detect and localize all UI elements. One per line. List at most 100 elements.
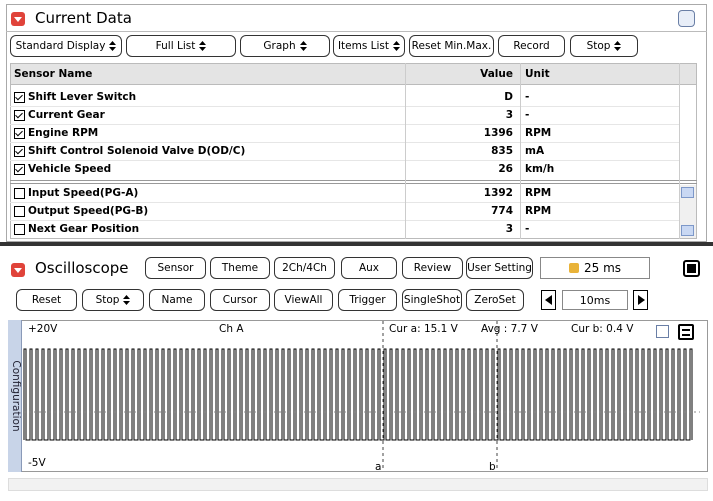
scroll-down[interactable]: [681, 225, 694, 236]
sensor-value-label: 835: [491, 145, 513, 157]
arrow: [545, 295, 552, 305]
toolbar-button[interactable]: Items List: [333, 35, 405, 57]
sensor-unit: RPM: [525, 184, 551, 202]
scope-checkbox[interactable]: [656, 325, 669, 338]
sensor-row[interactable]: Vehicle Speed: [14, 160, 111, 178]
checkbox[interactable]: [14, 205, 25, 217]
sensor-row[interactable]: Next Gear Position: [14, 220, 139, 238]
scope-button-label: 2Ch/4Ch: [282, 262, 327, 274]
toolbar-button[interactable]: Graph: [240, 35, 330, 57]
scope-control[interactable]: Stop: [82, 289, 144, 311]
panel-icon[interactable]: [11, 263, 25, 277]
prev-button[interactable]: [541, 290, 556, 310]
scope-button[interactable]: 2Ch/4Ch: [274, 257, 335, 279]
sensor-name: Next Gear Position: [28, 223, 140, 235]
dropdown-arrows: [199, 41, 207, 51]
sensor-unit-label: mA: [525, 145, 545, 157]
toolbar-button[interactable]: Full List: [126, 35, 236, 57]
y-min-label: -5V: [28, 457, 46, 469]
sensor-value-label: 774: [491, 205, 513, 217]
h-scrollbar[interactable]: [8, 478, 708, 491]
sensor-unit: RPM: [525, 124, 551, 142]
toolbar-button-label: Record: [513, 40, 550, 52]
sensor-value-label: 1392: [483, 187, 513, 199]
sensor-unit-label: -: [525, 91, 530, 103]
waveform: [23, 348, 693, 441]
scope-button[interactable]: User Setting: [466, 257, 533, 279]
column-line: [405, 63, 406, 239]
restore-button[interactable]: [678, 10, 695, 27]
row-line: [10, 142, 679, 143]
toolbar-button-label: Graph: [263, 40, 296, 52]
sensor-unit: mA: [525, 142, 544, 160]
column-header: Value: [405, 65, 513, 83]
scope-control[interactable]: SingleShot: [402, 289, 462, 311]
toolbar-button[interactable]: Standard Display: [10, 35, 122, 57]
side-tab[interactable]: [8, 320, 22, 472]
scope-button[interactable]: Theme: [210, 257, 270, 279]
scope-button-label: User Setting: [467, 262, 532, 274]
sensor-row[interactable]: Shift Control Solenoid Valve D(OD/C): [14, 142, 245, 160]
sensor-row[interactable]: Engine RPM: [14, 124, 98, 142]
checkbox[interactable]: [14, 91, 25, 103]
checkbox[interactable]: [14, 109, 25, 121]
dropdown-arrows: [614, 41, 622, 51]
toolbar-button[interactable]: Reset Min.Max.: [409, 35, 494, 57]
sensor-name: Shift Control Solenoid Valve D(OD/C): [28, 145, 246, 157]
scope-button[interactable]: Review: [402, 257, 463, 279]
divider: [6, 31, 707, 32]
marker-b: b: [489, 461, 496, 473]
checkbox[interactable]: [14, 223, 25, 235]
scope-button[interactable]: Sensor: [145, 257, 206, 279]
checkbox[interactable]: [14, 163, 25, 175]
sensor-unit: -: [525, 220, 529, 238]
scope-control[interactable]: Cursor: [210, 289, 270, 311]
sensor-row[interactable]: Input Speed(PG-A): [14, 184, 138, 202]
sensor-name: Engine RPM: [28, 127, 99, 139]
panel-icon[interactable]: [11, 12, 25, 26]
scope-control[interactable]: ViewAll: [274, 289, 333, 311]
stop-toggle[interactable]: [683, 260, 700, 277]
column-header-label: Value: [480, 68, 513, 80]
current-data-panel: [6, 4, 707, 242]
checkbox[interactable]: [14, 187, 25, 199]
cursor-a-readout: Cur a: 15.1 V: [389, 323, 458, 335]
checkbox[interactable]: [14, 127, 25, 139]
sensor-value-label: 3: [505, 223, 513, 235]
toolbar-button[interactable]: Record: [498, 35, 565, 57]
scope-control[interactable]: ZeroSet: [466, 289, 524, 311]
table-body: [10, 85, 697, 239]
marker-a: a: [375, 461, 382, 473]
sensor-row[interactable]: Shift Lever Switch: [14, 88, 136, 106]
column-header: Unit: [525, 65, 550, 83]
scope-button-label: Review: [413, 262, 452, 274]
scope-control[interactable]: Name: [149, 289, 205, 311]
sensor-value: 774: [405, 202, 513, 220]
next-button[interactable]: [633, 290, 648, 310]
menu-glyph: [682, 329, 690, 331]
time-div: 10ms: [562, 290, 628, 310]
table-header: [10, 63, 697, 85]
checkbox[interactable]: [14, 145, 25, 157]
splitter[interactable]: [0, 242, 713, 246]
scope-button[interactable]: Aux: [341, 257, 397, 279]
sensor-row[interactable]: Output Speed(PG-B): [14, 202, 148, 220]
sensor-unit: -: [525, 106, 529, 124]
sensor-unit-label: -: [525, 109, 530, 121]
sensor-value: 1396: [405, 124, 513, 142]
scope-control[interactable]: Trigger: [338, 289, 397, 311]
toolbar-button-label: Standard Display: [15, 40, 106, 52]
sensor-value-label: D: [504, 91, 513, 103]
timebase-value: 25 ms: [583, 261, 622, 275]
dropdown-arrows: [109, 41, 117, 51]
scope-control[interactable]: Reset: [16, 289, 77, 311]
sensor-row[interactable]: Current Gear: [14, 106, 105, 124]
toolbar-button[interactable]: Stop: [570, 35, 638, 57]
scroll-up[interactable]: [681, 187, 694, 198]
row-line: [10, 106, 679, 107]
scope-menu[interactable]: [678, 324, 694, 340]
sensor-name: Shift Lever Switch: [28, 91, 137, 103]
sensor-value: 26: [405, 160, 513, 178]
